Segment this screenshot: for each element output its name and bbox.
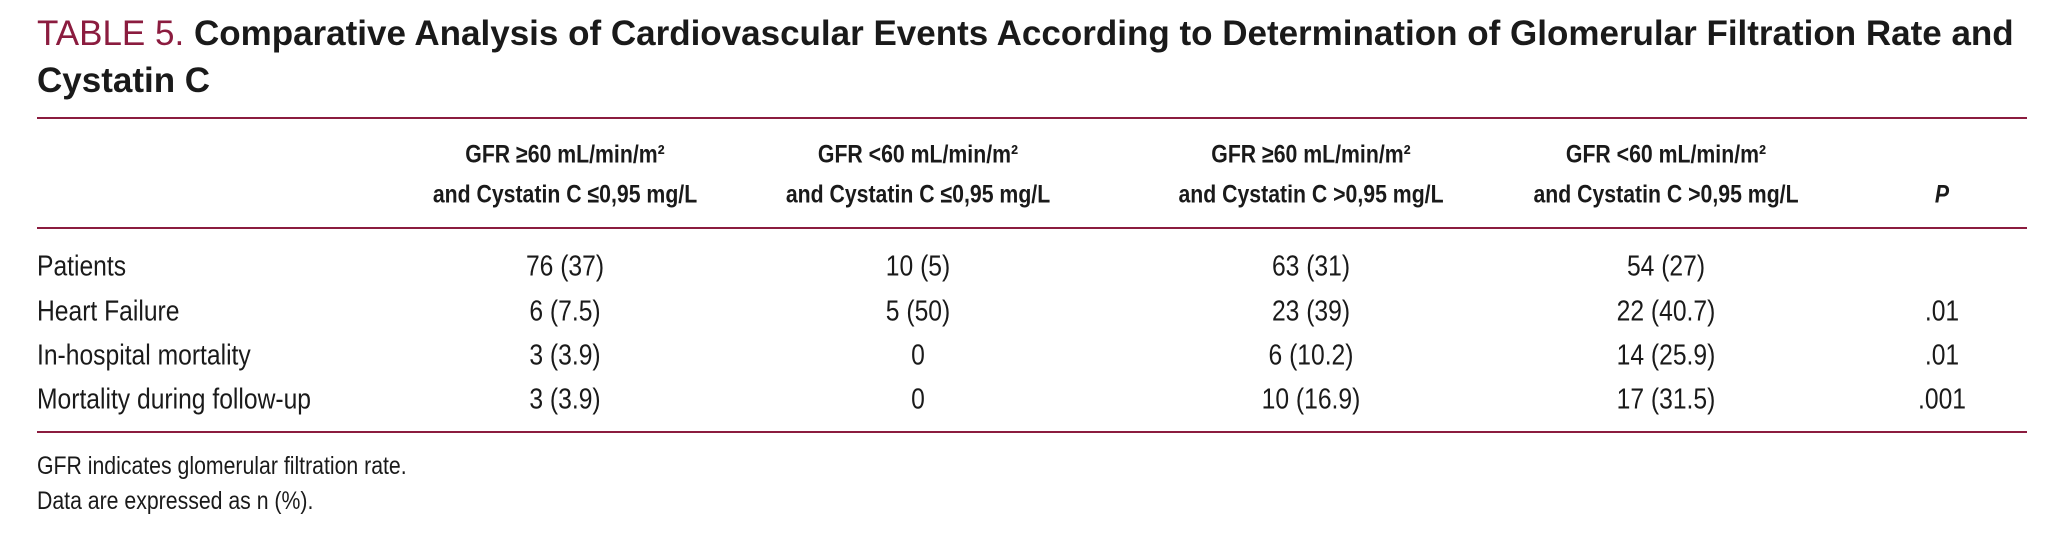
footnote: Data are expressed as n (%). (37, 487, 314, 515)
row-label: Patients (37, 250, 127, 283)
table-cell: .01 (1924, 339, 1960, 372)
row-label: In-hospital mortality (37, 339, 251, 372)
table-cell: 0 (911, 383, 925, 416)
column-header: and Cystatin C >0,95 mg/L (1178, 180, 1444, 209)
title-text: Comparative Analysis of Cardiovascular E… (37, 14, 2014, 100)
column-header: and Cystatin C ≤0,95 mg/L (785, 180, 1051, 209)
column-header: GFR ≥60 mL/min/m² (1211, 140, 1411, 169)
table-cell: .01 (1924, 295, 1960, 328)
column-header: GFR <60 mL/min/m² (1565, 140, 1767, 169)
table-cell: 17 (31.5) (1616, 383, 1716, 416)
rule (37, 227, 2027, 229)
column-header: P (1934, 180, 1950, 209)
row-label: Heart Failure (37, 295, 180, 328)
table-cell: 54 (27) (1626, 250, 1706, 283)
column-header: and Cystatin C >0,95 mg/L (1533, 180, 1799, 209)
table-cell: .001 (1918, 383, 1966, 416)
table-cell: 23 (39) (1271, 295, 1351, 328)
table-cell: 6 (10.2) (1268, 339, 1354, 372)
column-header: GFR <60 mL/min/m² (817, 140, 1019, 169)
table-cell: 63 (31) (1271, 250, 1351, 283)
footnote: GFR indicates glomerular filtration rate… (37, 452, 407, 480)
table-label: TABLE 5. (37, 14, 185, 53)
row-label: Mortality during follow-up (37, 383, 312, 416)
table-cell: 14 (25.9) (1616, 339, 1716, 372)
table-cell: 10 (16.9) (1261, 383, 1361, 416)
rule (37, 117, 2027, 119)
table-cell: 22 (40.7) (1616, 295, 1716, 328)
table-title: TABLE 5. Comparative Analysis of Cardiov… (37, 10, 2027, 104)
table-cell: 10 (5) (885, 250, 951, 283)
table-cell: 3 (3.9) (529, 339, 601, 372)
column-header: and Cystatin C ≤0,95 mg/L (432, 180, 698, 209)
table-cell: 0 (911, 339, 925, 372)
table-cell: 6 (7.5) (529, 295, 601, 328)
table-cell: 5 (50) (885, 295, 951, 328)
column-header: GFR ≥60 mL/min/m² (465, 140, 665, 169)
table-cell: 3 (3.9) (529, 383, 601, 416)
table-cell: 76 (37) (525, 250, 605, 283)
rule (37, 431, 2027, 433)
